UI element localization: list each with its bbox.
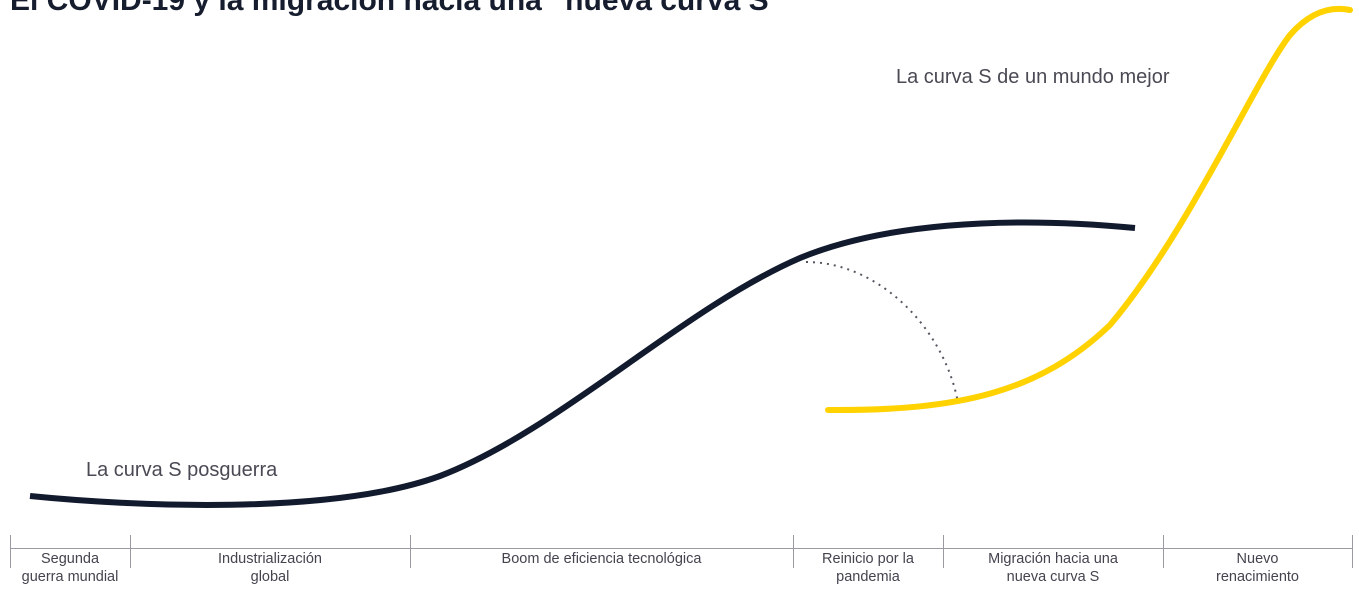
phase-boom-eficiencia: Boom de eficiencia tecnológica	[410, 550, 793, 568]
phase-line: Migración hacia una	[988, 551, 1118, 567]
timeline-axis	[10, 548, 1352, 549]
phase-line: renacimiento	[1215, 569, 1299, 585]
postwar-s-curve	[29, 219, 1136, 508]
timeline-tick	[10, 535, 11, 568]
timeline-tick	[410, 535, 411, 568]
phase-line: global	[250, 569, 290, 585]
phase-line: Reinicio por la	[822, 551, 914, 567]
timeline-tick	[1352, 535, 1353, 568]
phase-line: nueva curva S	[1006, 569, 1100, 585]
phase-reinicio-pandemia: Reinicio por la pandemia	[793, 550, 943, 586]
new-curve-label: La curva S de un mundo mejor	[896, 66, 1170, 88]
phase-line: Boom de eficiencia tecnológica	[501, 551, 702, 567]
timeline-tick	[793, 535, 794, 568]
postwar-curve-label: La curva S posguerra	[86, 459, 278, 481]
phase-line: pandemia	[836, 569, 900, 585]
diagram-title: El COVID-19 y la migración hacia una “nu…	[10, 0, 784, 17]
phase-line: Nuevo	[1236, 551, 1279, 567]
timeline-tick	[130, 535, 131, 568]
transition-dotted-path	[805, 261, 959, 404]
phase-industrializacion: Industrialización global	[130, 550, 410, 586]
phase-nuevo-renacimiento: Nuevo renacimiento	[1163, 550, 1352, 586]
phase-migracion: Migración hacia una nueva curva S	[943, 550, 1163, 586]
new-s-curve	[825, 5, 1353, 414]
timeline-tick	[1163, 535, 1164, 568]
phase-line: guerra mundial	[21, 569, 119, 585]
phase-line: Segunda	[40, 551, 100, 567]
phase-segunda-guerra: Segunda guerra mundial	[10, 550, 130, 586]
timeline-tick	[943, 535, 944, 568]
phase-line: Industrialización	[218, 551, 322, 567]
